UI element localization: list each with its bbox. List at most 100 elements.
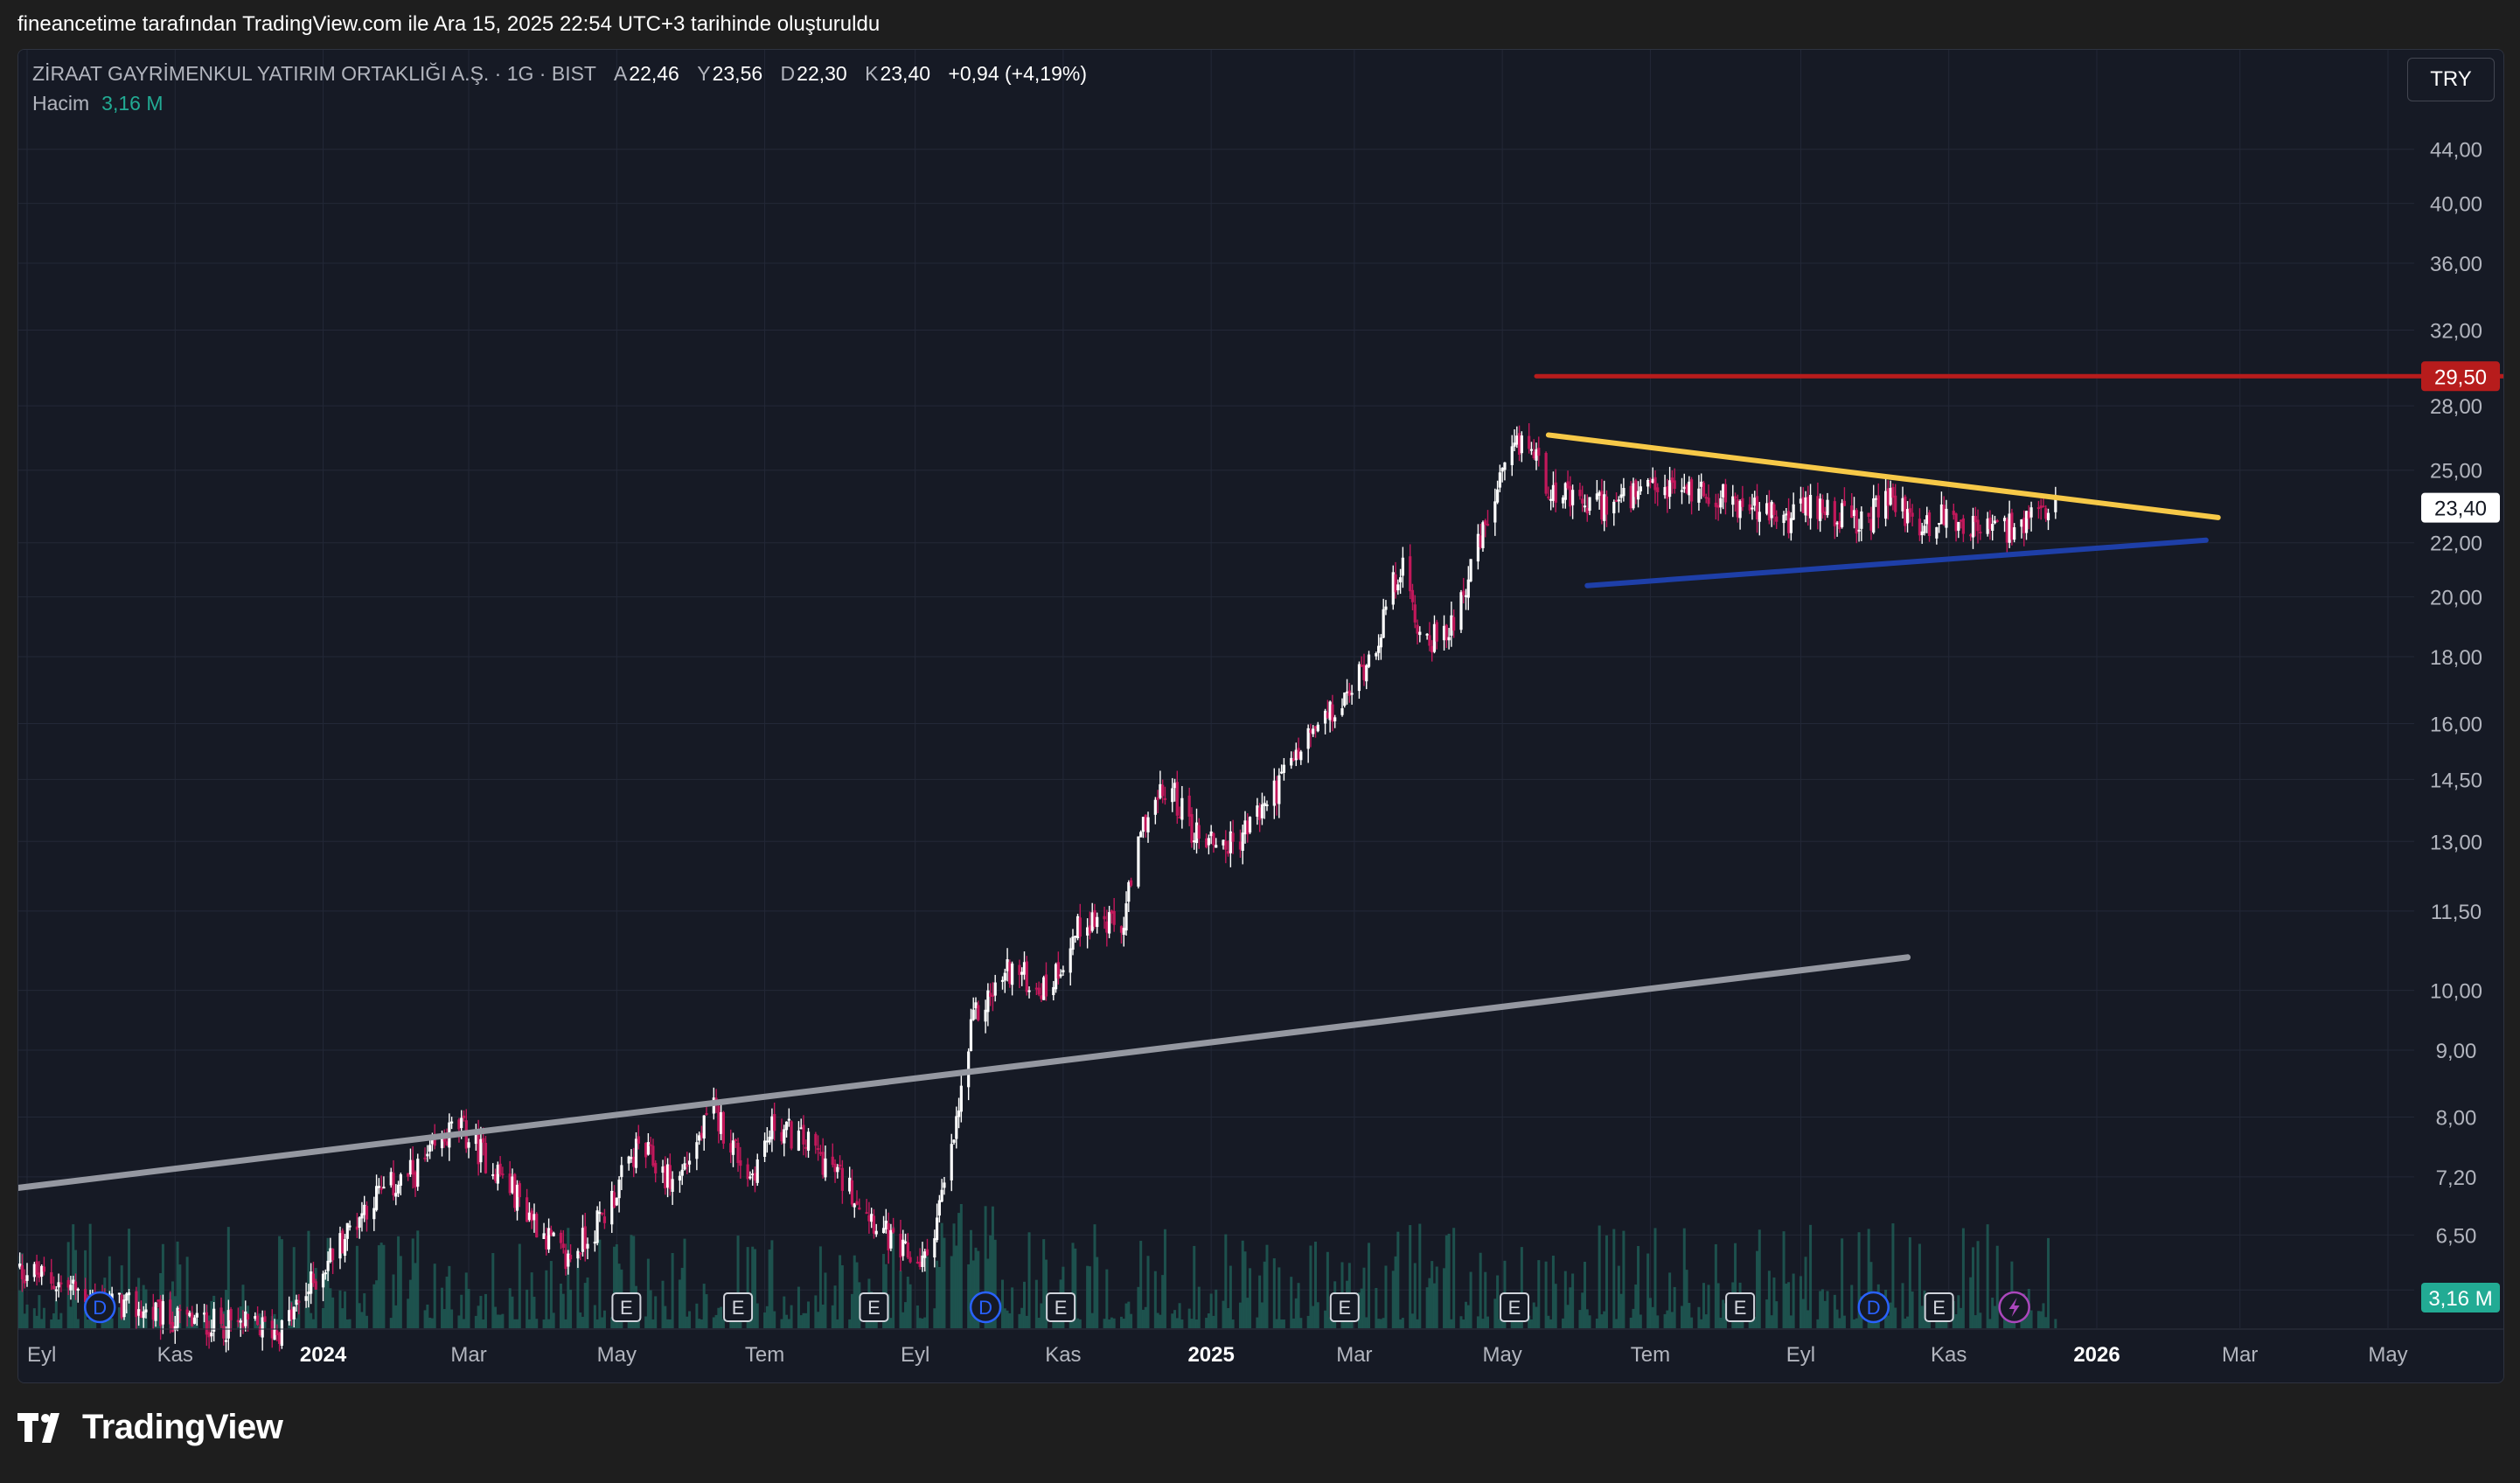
candle-body — [2010, 512, 2014, 540]
candle-body — [1464, 595, 1468, 597]
tradingview-logo[interactable]: TradingView — [17, 1408, 283, 1447]
volume-bar — [372, 1284, 376, 1328]
volume-bar — [559, 1283, 562, 1328]
volume-bar — [50, 1319, 53, 1328]
volume-bar — [513, 1319, 517, 1328]
volume-bar — [1025, 1315, 1028, 1328]
candle-body — [515, 1184, 519, 1211]
candle-body — [1612, 501, 1616, 514]
candle-body — [899, 1233, 902, 1258]
candle-body — [341, 1230, 345, 1254]
volume-bar — [937, 1266, 941, 1328]
candle-body — [1767, 502, 1771, 521]
volume-bar — [1466, 1305, 1470, 1328]
volume-bar — [1612, 1229, 1616, 1328]
candle-body — [1481, 522, 1485, 548]
candle-body — [297, 1300, 301, 1303]
candle-body — [40, 1265, 44, 1278]
candle-body — [1651, 478, 1654, 483]
volume-bar — [1971, 1247, 1974, 1328]
volume-bar — [1520, 1247, 1523, 1328]
time-tick-label: Kas — [157, 1343, 193, 1367]
candle-body — [423, 1157, 427, 1159]
candle-body — [634, 1138, 638, 1168]
volume-bar — [1617, 1265, 1620, 1328]
candle-body — [374, 1186, 379, 1210]
candle-body — [957, 1111, 961, 1117]
currency-button[interactable]: TRY — [2407, 58, 2495, 101]
candle-body — [802, 1124, 805, 1145]
volume-bar — [1486, 1316, 1490, 1328]
volume-bar — [2047, 1237, 2050, 1328]
candle-body — [2044, 508, 2048, 519]
candle-body — [2013, 526, 2016, 540]
candle-body — [1901, 498, 1904, 512]
candle-body — [329, 1248, 332, 1263]
candle-body — [1193, 840, 1196, 843]
volume-bar — [379, 1243, 383, 1328]
earnings-marker-letter: E — [1055, 1297, 1068, 1319]
candle-body — [977, 1005, 980, 1020]
candle-body — [1632, 483, 1635, 509]
candle-body — [615, 1197, 618, 1206]
candle-body — [598, 1212, 602, 1215]
candle-body — [1622, 488, 1625, 497]
volume-bar — [1842, 1315, 1846, 1328]
candle-body — [66, 1279, 70, 1288]
volume-bar — [1260, 1302, 1263, 1328]
volume-bar — [1122, 1319, 1125, 1328]
candle-body — [219, 1307, 223, 1325]
candle-body — [457, 1119, 461, 1130]
volume-bar — [394, 1305, 398, 1328]
candle-body — [952, 1139, 956, 1143]
candle-body — [1520, 435, 1523, 454]
candle-body — [1554, 482, 1557, 503]
candle-body — [1876, 495, 1880, 518]
candle-body — [783, 1129, 786, 1144]
volume-bar — [1549, 1319, 1553, 1328]
volume-bar — [535, 1319, 539, 1328]
volume-bar — [377, 1245, 380, 1328]
candle-body — [1377, 645, 1381, 653]
candle-body — [593, 1242, 596, 1244]
volume-bar — [173, 1296, 177, 1328]
candle-body — [1993, 520, 1997, 524]
candle-body — [1190, 814, 1194, 843]
candle-body — [1736, 499, 1739, 518]
candle-body — [1071, 936, 1075, 950]
volume-bar — [1280, 1319, 1284, 1328]
volume-bar — [1753, 1317, 1757, 1328]
volume-bar — [533, 1297, 536, 1328]
candle-body — [1399, 577, 1403, 583]
price-chart[interactable]: 44,00 40,00 36,00 32,00 28,00 25,00 22,00 20,00… — [18, 50, 2503, 1382]
candle-body — [508, 1173, 512, 1194]
volume-bar — [1090, 1312, 1094, 1328]
volume-bar — [1297, 1283, 1300, 1328]
candle-body — [1663, 487, 1667, 496]
volume-bar — [176, 1241, 179, 1328]
volume-bar — [542, 1319, 546, 1328]
candle-body — [1697, 488, 1701, 503]
candle-body — [1979, 532, 1982, 534]
candle-body — [2027, 512, 2030, 519]
volume-bar — [637, 1317, 640, 1328]
volume-bar — [906, 1277, 909, 1328]
candle-body — [2054, 495, 2057, 512]
volume-bar — [1785, 1283, 1788, 1328]
volume-bar — [661, 1280, 665, 1328]
volume-bar — [576, 1250, 580, 1328]
volume-bar — [581, 1316, 584, 1328]
candle-body — [2008, 513, 2011, 543]
volume-bar — [1413, 1263, 1417, 1328]
volume-bar — [1110, 1317, 1113, 1328]
candle-body — [906, 1242, 909, 1258]
candle-body — [428, 1145, 432, 1152]
volume-bar — [310, 1312, 313, 1328]
candle-body — [1874, 498, 1878, 500]
chart-panel[interactable]: 44,00 40,00 36,00 32,00 28,00 25,00 22,00 20,00… — [17, 49, 2504, 1383]
candle-body — [1673, 480, 1676, 489]
volume-bar — [817, 1312, 820, 1328]
candle-body — [787, 1118, 790, 1121]
volume-bar — [1040, 1303, 1043, 1328]
candle-body — [806, 1131, 811, 1151]
